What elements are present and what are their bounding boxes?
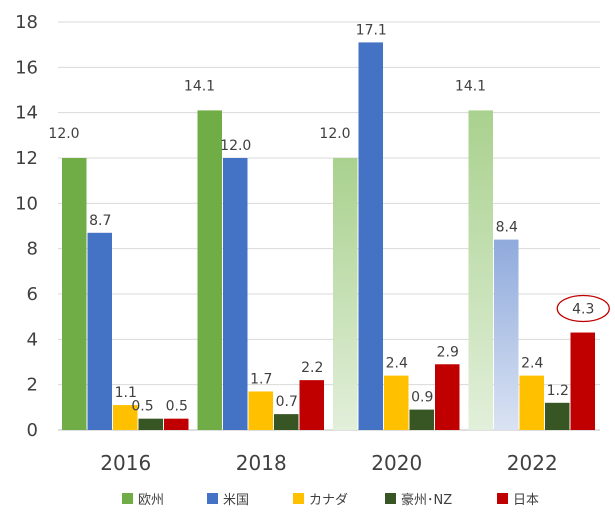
data-label: 14.1: [455, 78, 486, 94]
legend-swatch: [293, 493, 304, 504]
data-label: 0.9: [411, 390, 433, 406]
bar-欧州-2020: [333, 158, 358, 430]
data-label: 1.7: [250, 371, 272, 387]
data-label: 0.5: [131, 399, 153, 415]
legend-swatch: [122, 493, 133, 504]
bars: [62, 42, 595, 431]
data-label: 14.1: [184, 78, 215, 94]
bar-カナダ-2020: [384, 375, 409, 430]
data-label: 0.5: [166, 399, 188, 415]
y-tick-label: 8: [27, 239, 38, 260]
data-label: 4.3: [572, 302, 594, 318]
x-axis-category-labels: 2016 2018 2020 2022: [100, 451, 557, 475]
bar-豪州･NZ-2018: [274, 414, 299, 430]
legend-label: 日本: [513, 493, 539, 508]
bar-豪州･NZ-2022: [545, 402, 570, 430]
data-labels: 12.08.71.10.5 0.514.112.01.70.72.212.017.…: [48, 22, 610, 415]
bar-日本-2018: [299, 380, 324, 430]
bar-米国-2020: [358, 42, 383, 431]
y-tick-label: 10: [15, 193, 38, 214]
legend-label: 豪州･NZ: [401, 492, 452, 508]
legend-swatch: [497, 493, 508, 504]
data-label: 2.4: [386, 356, 408, 372]
legend-label: 米国: [223, 493, 249, 508]
y-tick-label: 14: [15, 103, 38, 124]
legend-label: 欧州: [138, 493, 164, 508]
x-category-label: 2016: [100, 451, 151, 475]
bar-欧州-2018: [197, 110, 222, 431]
data-label: 12.0: [48, 126, 79, 142]
y-tick-label: 12: [15, 148, 38, 169]
data-label: 8.4: [496, 220, 518, 236]
data-label: 8.7: [89, 213, 111, 229]
y-axis-tick-labels: 0 2 4 6 8 10 12 14 16 18: [15, 12, 38, 441]
data-label: 2.9: [437, 344, 459, 360]
bar-欧州-2022: [468, 110, 493, 431]
bar-日本-2022: [570, 332, 595, 430]
bar-カナダ-2018: [248, 391, 273, 430]
legend-swatch: [385, 493, 396, 504]
y-tick-label: 18: [15, 12, 38, 33]
data-label: 12.0: [319, 126, 350, 142]
gridlines: [58, 21, 600, 431]
data-label: 1.1: [115, 385, 137, 401]
legend-swatch: [207, 493, 218, 504]
bar-カナダ-2016: [113, 405, 138, 430]
bar-豪州･NZ-2016: [138, 418, 163, 430]
data-label: 2.2: [301, 360, 323, 376]
data-label: 17.1: [356, 22, 387, 38]
bar-欧州-2016: [62, 158, 87, 430]
x-category-label: 2022: [507, 451, 558, 475]
x-category-label: 2020: [371, 451, 422, 475]
y-tick-label: 2: [27, 375, 38, 396]
x-category-label: 2018: [236, 451, 287, 475]
data-label: 12.0: [220, 138, 251, 154]
legend-label: カナダ: [309, 493, 348, 508]
bar-カナダ-2022: [519, 375, 544, 430]
legend: 欧州 米国 カナダ 豪州･NZ 日本: [122, 492, 539, 508]
data-label: 2.4: [521, 356, 543, 372]
y-tick-label: 0: [27, 420, 38, 441]
bar-米国-2022: [494, 239, 519, 430]
bar-米国-2016: [87, 232, 112, 430]
bar-米国-2018: [223, 158, 248, 430]
y-tick-label: 4: [27, 329, 38, 350]
data-label: 1.2: [547, 383, 569, 399]
y-tick-label: 16: [15, 57, 38, 78]
bar-日本-2016: [164, 418, 189, 430]
bar-豪州･NZ-2020: [409, 409, 434, 430]
highlight-ellipse: [556, 294, 610, 323]
y-tick-label: 6: [27, 284, 38, 305]
data-label: 0.7: [276, 394, 298, 410]
bar-日本-2020: [435, 364, 460, 430]
